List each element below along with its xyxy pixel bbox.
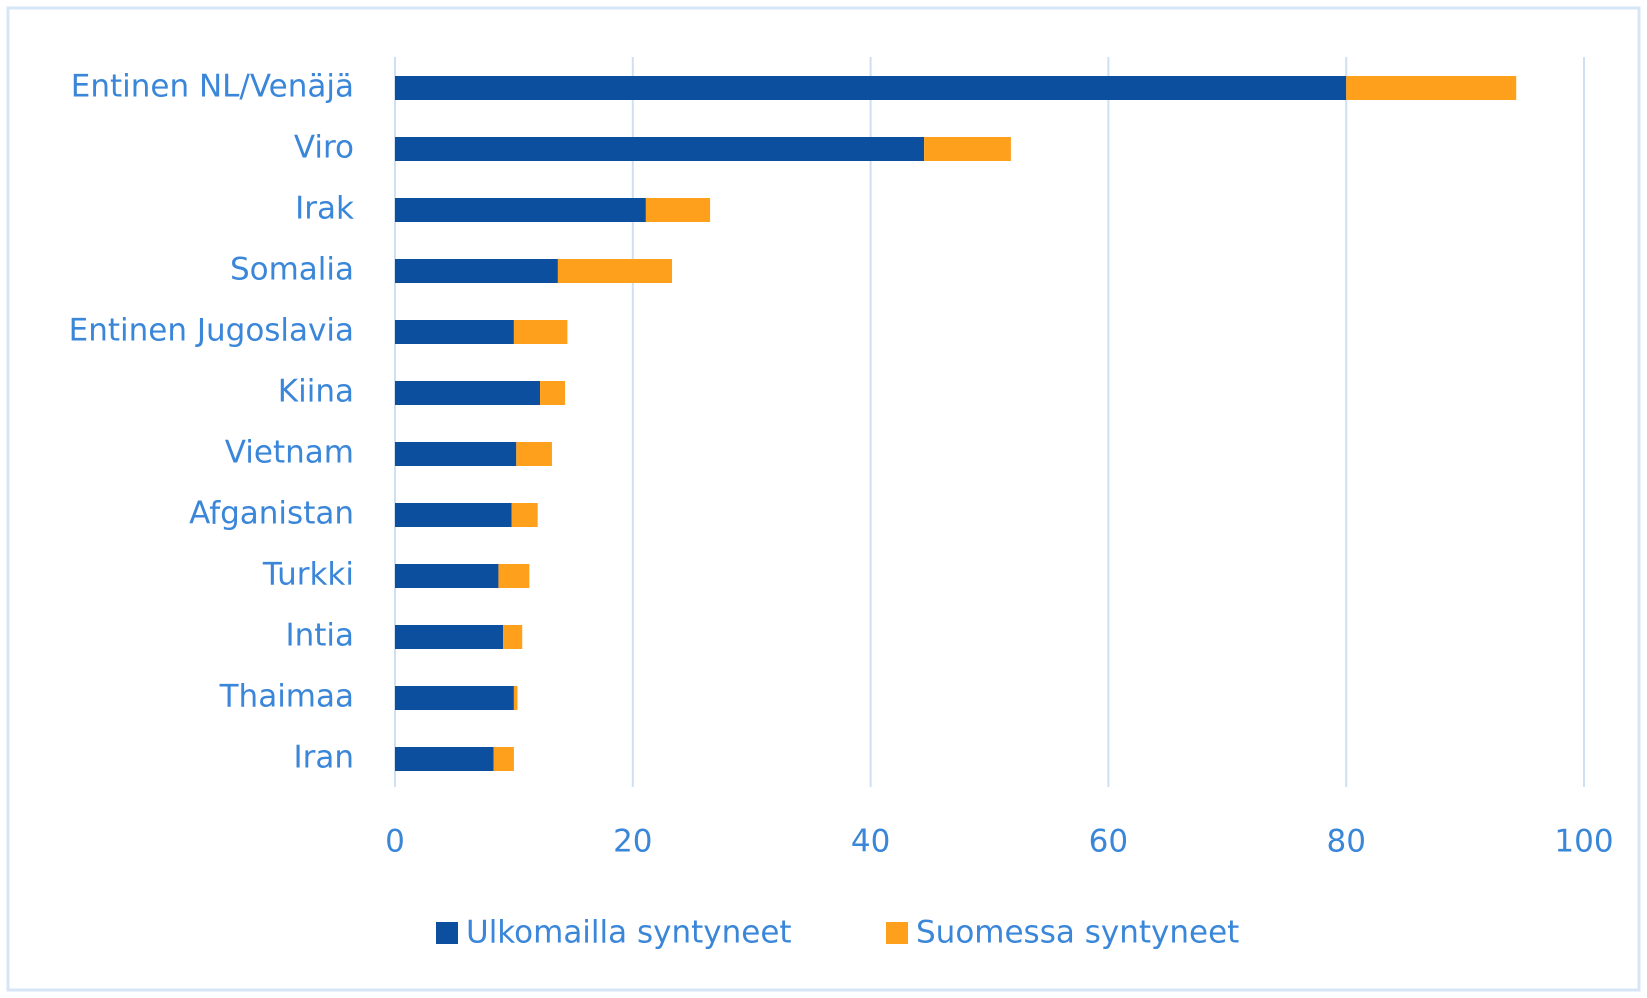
- bar-segment: [395, 76, 1347, 100]
- bar-segment: [395, 625, 504, 649]
- y-tick-label: Iran: [293, 740, 354, 776]
- x-tick-label: 100: [1554, 824, 1613, 860]
- x-tick-label: 60: [1089, 824, 1128, 860]
- bar-segment: [513, 686, 518, 710]
- bar-segment: [395, 198, 646, 222]
- y-tick-label: Intia: [285, 618, 354, 654]
- x-tick-label: 0: [385, 824, 405, 860]
- bar-segment: [395, 747, 494, 771]
- legend-label: Suomessa syntyneet: [916, 915, 1239, 951]
- bar-segment: [395, 381, 541, 405]
- bar-segment: [395, 564, 499, 588]
- bar-segment: [395, 137, 925, 161]
- bar-segment: [395, 686, 514, 710]
- bar-segment: [395, 259, 558, 283]
- legend-swatch: [436, 922, 458, 944]
- chart-border: [6, 6, 1641, 992]
- bar-segment: [395, 503, 512, 527]
- bar-segment: [540, 381, 566, 405]
- bar-segment: [924, 137, 1011, 161]
- y-tick-label: Entinen Jugoslavia: [69, 313, 354, 349]
- y-tick-label: Kiina: [278, 374, 354, 410]
- legend-swatch: [886, 922, 908, 944]
- x-tick-label: 20: [613, 824, 652, 860]
- bar-segment: [516, 442, 552, 466]
- x-tick-label: 80: [1326, 824, 1365, 860]
- y-tick-label: Vietnam: [225, 435, 354, 471]
- x-tick-label: 40: [851, 824, 890, 860]
- y-tick-label: Thaimaa: [219, 679, 354, 715]
- legend-label: Ulkomailla syntyneet: [466, 915, 792, 951]
- bar-segment: [513, 320, 568, 344]
- bar-segment: [557, 259, 673, 283]
- y-tick-label: Turkki: [262, 557, 354, 593]
- bar-segment: [498, 564, 530, 588]
- y-tick-label: Somalia: [230, 252, 354, 288]
- bar-segment: [1346, 76, 1517, 100]
- bar-segment: [395, 442, 517, 466]
- y-tick-label: Viro: [294, 130, 354, 166]
- bar-segment: [395, 320, 514, 344]
- bar-segment: [645, 198, 711, 222]
- y-tick-label: Afganistan: [189, 496, 354, 532]
- bar-segment: [503, 625, 523, 649]
- y-tick-label: Entinen NL/Venäjä: [71, 69, 354, 105]
- bar-segment: [511, 503, 538, 527]
- bar-segment: [493, 747, 514, 771]
- y-tick-label: Irak: [295, 191, 354, 227]
